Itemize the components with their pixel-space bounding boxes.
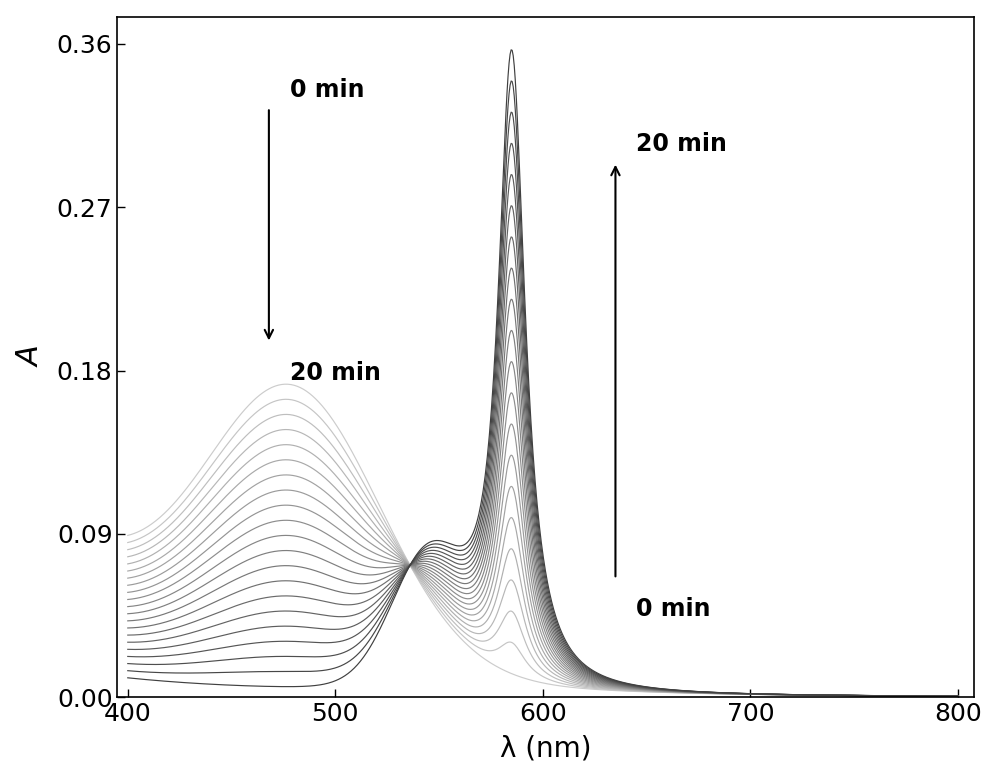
- Y-axis label: A: A: [17, 347, 46, 368]
- Text: 0 min: 0 min: [636, 597, 711, 622]
- Text: 0 min: 0 min: [290, 78, 364, 102]
- X-axis label: λ (nm): λ (nm): [500, 735, 592, 763]
- Text: 20 min: 20 min: [636, 132, 727, 157]
- Text: 20 min: 20 min: [290, 361, 381, 386]
